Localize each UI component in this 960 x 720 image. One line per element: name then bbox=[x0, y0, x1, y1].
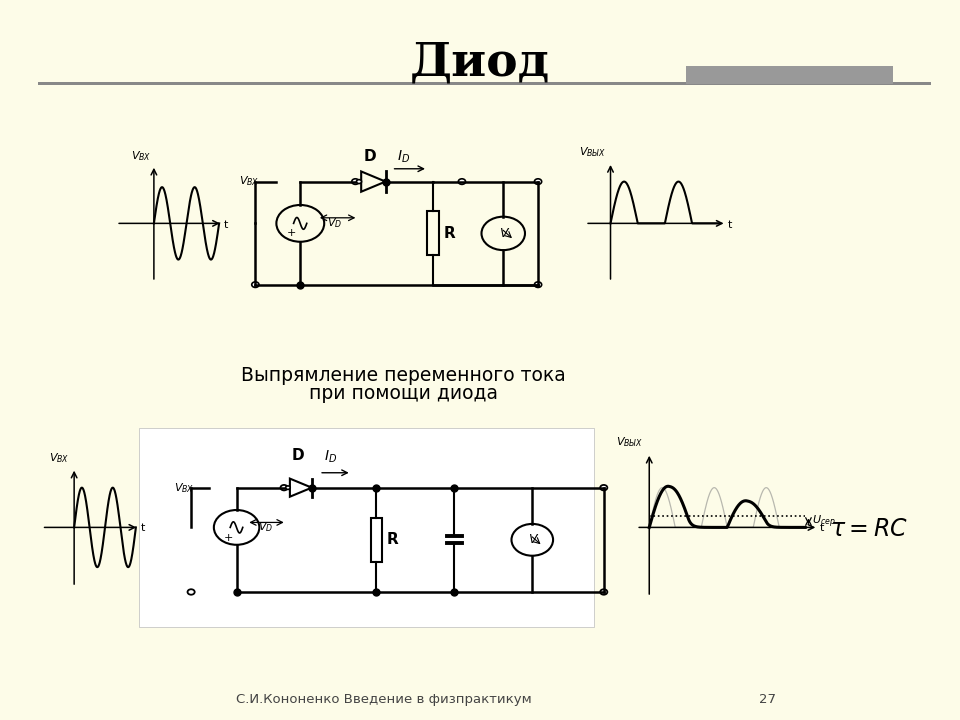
Text: $V_{BX}$: $V_{BX}$ bbox=[175, 481, 195, 495]
Text: $I_D$: $I_D$ bbox=[397, 148, 411, 165]
Bar bbox=[139, 428, 594, 626]
Text: D: D bbox=[292, 449, 304, 464]
Circle shape bbox=[600, 485, 608, 490]
Text: t: t bbox=[728, 220, 732, 230]
Text: $I_D$: $I_D$ bbox=[324, 449, 337, 464]
Circle shape bbox=[286, 486, 290, 490]
Text: t: t bbox=[140, 523, 145, 534]
Circle shape bbox=[252, 282, 259, 287]
Text: t: t bbox=[225, 220, 228, 230]
Circle shape bbox=[535, 282, 541, 287]
Bar bbox=[371, 518, 382, 562]
Text: V: V bbox=[528, 534, 537, 546]
Text: $V_{BX}$: $V_{BX}$ bbox=[49, 451, 69, 465]
Text: +: + bbox=[224, 534, 233, 544]
Circle shape bbox=[535, 179, 541, 184]
Text: 27: 27 bbox=[759, 693, 777, 706]
Circle shape bbox=[600, 589, 608, 595]
Circle shape bbox=[351, 179, 359, 184]
Text: $V_{ВЫХ}$: $V_{ВЫХ}$ bbox=[579, 145, 606, 159]
Text: $U_{сер}$: $U_{сер}$ bbox=[812, 513, 835, 530]
Circle shape bbox=[356, 179, 362, 184]
Text: R: R bbox=[444, 225, 456, 240]
Circle shape bbox=[187, 589, 195, 595]
Text: $V_{BX}$: $V_{BX}$ bbox=[131, 149, 151, 163]
Text: Выпрямление переменного тока: Выпрямление переменного тока bbox=[241, 366, 565, 385]
Text: С.И.Кононенко Введение в физпрактикум: С.И.Кононенко Введение в физпрактикум bbox=[236, 693, 532, 706]
Text: $V_D$: $V_D$ bbox=[327, 217, 343, 230]
Text: при помощи диода: при помощи диода bbox=[309, 384, 497, 403]
Text: $V_{ВЫХ}$: $V_{ВЫХ}$ bbox=[616, 435, 643, 449]
Circle shape bbox=[280, 485, 288, 490]
Text: V: V bbox=[499, 227, 508, 240]
Text: +: + bbox=[287, 228, 297, 238]
Text: $V_{BX}$: $V_{BX}$ bbox=[239, 175, 260, 189]
Text: $\tau = RC$: $\tau = RC$ bbox=[829, 518, 908, 541]
Text: Диод: Диод bbox=[410, 40, 550, 86]
Circle shape bbox=[458, 179, 466, 184]
Bar bbox=[427, 212, 439, 255]
Text: t: t bbox=[820, 523, 824, 534]
Text: $V_D$: $V_D$ bbox=[258, 521, 274, 534]
Text: R: R bbox=[386, 532, 398, 547]
Text: D: D bbox=[364, 149, 376, 164]
